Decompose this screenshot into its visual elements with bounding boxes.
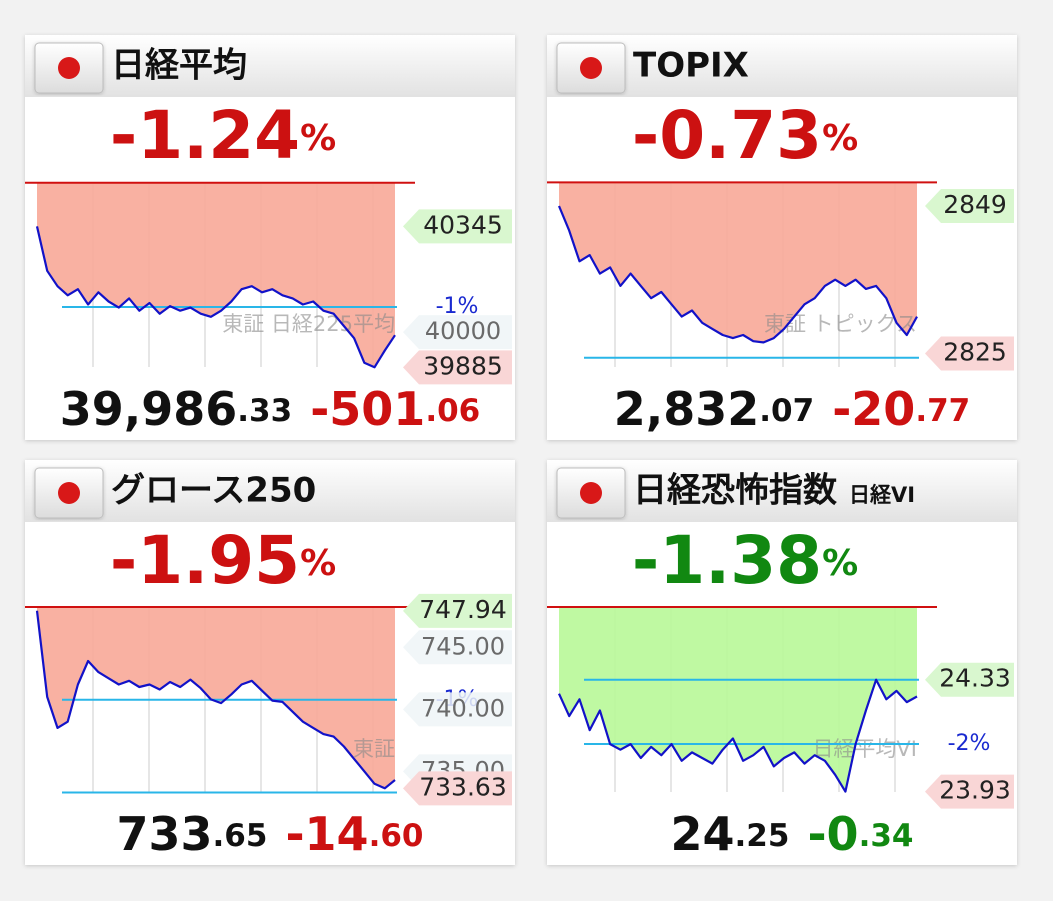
high-label: 2849	[943, 190, 1007, 219]
level-tick	[403, 692, 512, 727]
price-main: 39,986	[60, 382, 238, 436]
price-main: 2,832	[614, 382, 760, 436]
high-marker	[925, 188, 1014, 223]
flag-sun	[58, 57, 80, 79]
level-label: 745.00	[421, 632, 505, 660]
flag-sun	[58, 482, 80, 504]
panel-title: 日経恐怖指数	[633, 471, 837, 511]
low-label: 39885	[423, 351, 503, 380]
percent-number: -1.38	[632, 522, 822, 599]
index-panel: 日経平均-1.24%東証 日経225平均-1%40000403453988539…	[25, 35, 515, 440]
index-panel: 日経恐怖指数 日経VI -1.38% 日経平均VI -2% 24.33 23.93 24.25…	[547, 460, 1017, 865]
level-tick	[403, 315, 512, 350]
high-marker	[403, 209, 512, 244]
change-main: -501	[310, 382, 425, 436]
percent-change: -1.24%	[110, 97, 336, 174]
low-label: 23.93	[939, 776, 1011, 805]
low-marker	[403, 350, 512, 385]
index-panel: TOPIX-0.73%東証 トピックス-1%284928252,832.07-2…	[547, 35, 1017, 440]
change-main: -0	[807, 807, 858, 861]
price-line	[35, 226, 396, 369]
low-label: 733.63	[419, 772, 506, 801]
price-main: 733	[117, 807, 213, 861]
high-marker	[925, 662, 1014, 697]
percent-level-label: -2%	[948, 731, 991, 756]
price-fraction: .65	[213, 818, 268, 854]
change-area	[559, 607, 917, 792]
high-marker	[403, 593, 512, 628]
percent-change: -0.73%	[632, 97, 858, 174]
percent-level-label: -1%	[436, 294, 479, 319]
percent-number: -1.24	[110, 97, 300, 174]
change-main: -14	[285, 807, 368, 861]
low-marker	[925, 336, 1014, 371]
panel-header	[25, 460, 515, 522]
panel-subtitle: 日経VI	[849, 483, 915, 507]
percent-unit: %	[300, 543, 336, 584]
percent-change: -1.38%	[632, 522, 858, 599]
change-fraction: .77	[915, 393, 970, 429]
change-fraction: .06	[425, 393, 480, 429]
level-tick	[403, 630, 512, 665]
panel-header	[25, 35, 515, 97]
change-main: -20	[832, 382, 915, 436]
panel-title: 日経平均	[111, 46, 247, 86]
flag-sun	[580, 57, 602, 79]
panel-title: グロース250	[111, 471, 316, 511]
change-fraction: .60	[369, 818, 424, 854]
price-fraction: .33	[237, 393, 292, 429]
high-label: 24.33	[939, 664, 1011, 693]
price-line	[557, 205, 918, 344]
quote: 24.25 -0.34	[671, 807, 914, 861]
high-label: 747.94	[419, 595, 506, 624]
change-area	[37, 607, 395, 789]
high-label: 40345	[423, 210, 503, 239]
percent-unit: %	[822, 543, 858, 584]
price-line	[35, 610, 396, 790]
flag-sun	[580, 482, 602, 504]
change-area	[559, 182, 917, 343]
index-panel: グロース250-1.95%東証-1%-2%745.00740.00735.007…	[25, 460, 515, 865]
low-marker	[403, 771, 512, 806]
quote: 2,832.07 -20.77	[614, 382, 970, 436]
percent-unit: %	[822, 118, 858, 159]
change-fraction: .34	[859, 818, 914, 854]
percent-number: -0.73	[632, 97, 822, 174]
low-marker	[925, 774, 1014, 809]
watermark: 東証	[353, 737, 395, 761]
change-area	[37, 182, 395, 368]
percent-number: -1.95	[110, 522, 300, 599]
watermark: 日経平均VI	[812, 737, 917, 761]
level-label: 40000	[425, 317, 501, 345]
percent-change: -1.95%	[110, 522, 336, 599]
panel-title: TOPIX	[633, 46, 749, 86]
watermark: 東証 日経225平均	[222, 312, 395, 336]
quote: 39,986.33 -501.06	[60, 382, 480, 436]
level-label: 740.00	[421, 694, 505, 722]
price-fraction: .25	[735, 818, 790, 854]
low-label: 2825	[943, 337, 1007, 366]
price-fraction: .07	[759, 393, 814, 429]
quote: 733.65 -14.60	[117, 807, 424, 861]
price-main: 24	[671, 807, 735, 861]
price-line	[557, 678, 918, 793]
percent-unit: %	[300, 118, 336, 159]
